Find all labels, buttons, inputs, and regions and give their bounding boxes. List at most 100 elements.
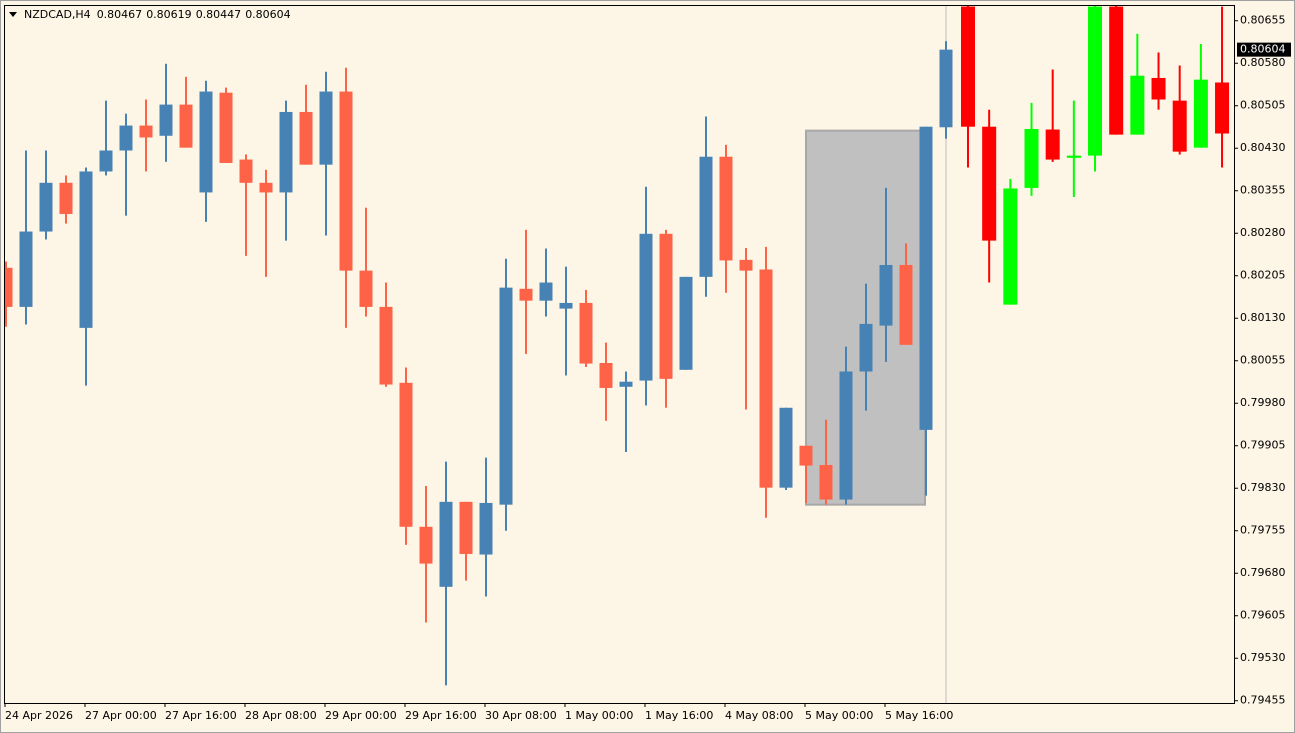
candle-body (179, 104, 193, 148)
candle-body (1003, 188, 1018, 305)
candle-body (399, 382, 413, 527)
price-tag-label: 0.80604 (1240, 43, 1286, 56)
x-tick-label: 27 Apr 16:00 (165, 709, 237, 722)
candle-body (299, 111, 313, 165)
y-tick-label: 0.79605 (1240, 609, 1286, 622)
symbol-title: NZDCAD,H4 (24, 8, 91, 21)
candle-body (439, 501, 453, 587)
candle-body (819, 465, 833, 500)
x-tick-label: 4 May 08:00 (725, 709, 793, 722)
candle-body (719, 156, 733, 261)
y-tick-label: 0.79755 (1240, 524, 1286, 537)
candle-body (19, 231, 33, 307)
candle-body (859, 323, 873, 372)
candle-body (359, 270, 373, 307)
candle-body (459, 501, 473, 554)
x-tick-label: 29 Apr 16:00 (405, 709, 477, 722)
candle-body (99, 150, 113, 172)
candle-body (1172, 100, 1187, 152)
candle-body (919, 126, 933, 430)
candle-body (39, 182, 53, 232)
candle-body (839, 371, 853, 500)
y-tick-label: 0.80130 (1240, 311, 1286, 324)
header-high: 0.80619 (146, 8, 192, 21)
y-tick-label: 0.79680 (1240, 566, 1286, 579)
candle-body (1088, 6, 1103, 156)
header-open: 0.80467 (97, 8, 143, 21)
candle-body (599, 363, 613, 388)
candle-body (939, 49, 953, 128)
y-tick-label: 0.80505 (1240, 99, 1286, 112)
candle-body (279, 111, 293, 193)
candle-body (339, 91, 353, 271)
candle-body (1045, 129, 1060, 160)
menu-arrow[interactable] (9, 12, 17, 17)
candle-body (199, 91, 213, 193)
candle-body (159, 104, 173, 136)
axes: 0.80655 0.80580 0.80505 0.80430 0.80355 0.802… (4, 14, 1291, 722)
plot-frame (4, 5, 1235, 704)
x-tick-label: 28 Apr 08:00 (245, 709, 317, 722)
candle-body (79, 171, 93, 328)
candle-body (519, 288, 533, 301)
x-tick-label: 1 May 16:00 (645, 709, 713, 722)
candle-body (559, 302, 573, 309)
candle-body (119, 125, 133, 151)
candle-body (779, 407, 793, 488)
y-tick-label: 0.80055 (1240, 354, 1286, 367)
candle-body (1193, 79, 1208, 148)
candle-body (1215, 82, 1230, 134)
y-tick-label: 0.79980 (1240, 396, 1286, 409)
candle-body (5, 267, 13, 307)
candle-body (759, 269, 773, 488)
candle-body (961, 6, 975, 127)
candle-body (879, 264, 893, 326)
x-tick-label: 27 Apr 00:00 (85, 709, 157, 722)
candle-body (139, 125, 153, 138)
candle-body (739, 259, 753, 271)
y-tick-label: 0.80580 (1240, 56, 1286, 69)
candle-body (982, 126, 997, 241)
candle-body (479, 502, 493, 555)
x-tick-label: 5 May 00:00 (805, 709, 873, 722)
y-tick-label: 0.80205 (1240, 269, 1286, 282)
y-tick-label: 0.79830 (1240, 481, 1286, 494)
x-tick-label: 30 Apr 08:00 (485, 709, 557, 722)
candle-body (659, 233, 673, 379)
candle-body (639, 233, 653, 381)
candle-body (619, 381, 633, 387)
candle-body (379, 306, 393, 385)
y-tick-label: 0.80430 (1240, 141, 1286, 154)
header-close: 0.80604 (245, 8, 291, 21)
price-tag (1237, 42, 1291, 57)
x-tick-label: 5 May 16:00 (885, 709, 953, 722)
candle-body (579, 302, 593, 364)
candle-body (239, 159, 253, 183)
x-tick-label: 1 May 00:00 (565, 709, 633, 722)
y-tick-label: 0.80280 (1240, 226, 1286, 239)
candle-body (219, 92, 233, 163)
chart-header: NZDCAD,H4 0.80467 0.80619 0.80447 0.80604 (24, 8, 291, 21)
candle-body (59, 182, 73, 214)
candle-body (319, 91, 333, 165)
candle-body (499, 287, 513, 505)
candle-body (1066, 155, 1081, 158)
y-tick-label: 0.79455 (1240, 694, 1286, 707)
candle-body (1151, 77, 1166, 100)
plot-area (5, 6, 1230, 703)
candle-body (799, 445, 813, 466)
candle-body (699, 156, 713, 277)
candle-body (899, 264, 913, 345)
x-tick-label: 24 Apr 2026 (5, 709, 73, 722)
candle-body (1130, 75, 1145, 135)
candle-body (1024, 128, 1039, 188)
candle-body (539, 282, 553, 301)
candle-body (1109, 6, 1124, 135)
candle-body (419, 526, 433, 564)
y-tick-label: 0.80355 (1240, 184, 1286, 197)
y-tick-label: 0.80655 (1240, 14, 1286, 27)
y-tick-label: 0.79530 (1240, 651, 1286, 664)
candle-body (679, 276, 693, 370)
